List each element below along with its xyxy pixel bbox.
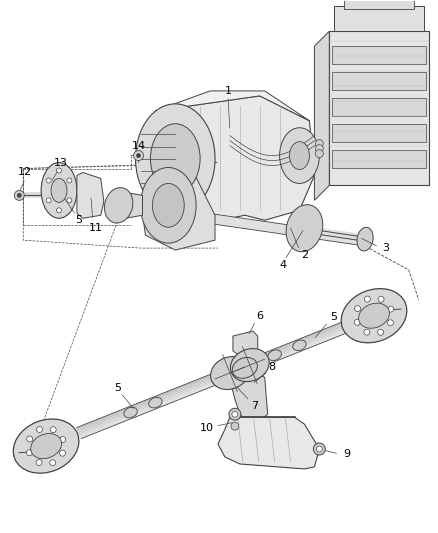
Polygon shape — [118, 200, 360, 245]
Circle shape — [14, 190, 24, 200]
Ellipse shape — [141, 167, 196, 243]
Polygon shape — [141, 175, 215, 250]
Bar — [332, 98, 426, 116]
Polygon shape — [155, 91, 309, 121]
Circle shape — [27, 450, 32, 456]
Ellipse shape — [293, 340, 306, 351]
Bar — [41, 188, 59, 195]
Polygon shape — [119, 192, 142, 218]
Text: 12: 12 — [18, 167, 32, 177]
Ellipse shape — [41, 163, 77, 218]
Text: 2: 2 — [301, 250, 308, 260]
Circle shape — [364, 296, 371, 302]
Circle shape — [355, 305, 360, 312]
Bar — [332, 72, 426, 90]
Circle shape — [27, 436, 33, 442]
Circle shape — [364, 329, 370, 335]
Ellipse shape — [211, 357, 249, 390]
Circle shape — [67, 178, 72, 183]
Text: 8: 8 — [268, 362, 275, 373]
Ellipse shape — [218, 357, 252, 385]
Ellipse shape — [286, 205, 323, 252]
Text: 5: 5 — [330, 312, 337, 322]
Polygon shape — [77, 173, 104, 218]
Ellipse shape — [104, 188, 133, 223]
Circle shape — [50, 460, 56, 466]
Bar — [344, 0, 414, 10]
Text: 3: 3 — [382, 243, 389, 253]
Circle shape — [137, 154, 141, 158]
Ellipse shape — [279, 128, 319, 183]
Circle shape — [232, 411, 238, 417]
Ellipse shape — [357, 227, 373, 251]
Text: 5: 5 — [75, 215, 82, 225]
Circle shape — [315, 144, 323, 152]
Ellipse shape — [230, 349, 269, 382]
Text: 5: 5 — [114, 383, 121, 393]
Circle shape — [36, 459, 42, 465]
Text: 9: 9 — [344, 449, 351, 459]
Circle shape — [60, 437, 66, 442]
Circle shape — [315, 140, 323, 148]
Circle shape — [314, 443, 325, 455]
Circle shape — [315, 150, 323, 158]
Ellipse shape — [13, 419, 79, 473]
Ellipse shape — [150, 124, 200, 193]
Circle shape — [17, 193, 21, 197]
Circle shape — [134, 151, 144, 160]
Circle shape — [67, 198, 72, 203]
Ellipse shape — [124, 407, 137, 418]
Circle shape — [354, 319, 360, 325]
Ellipse shape — [359, 303, 389, 328]
Bar — [334, 6, 424, 31]
Bar — [332, 124, 426, 142]
Text: 7: 7 — [251, 401, 258, 411]
Polygon shape — [230, 372, 268, 419]
Ellipse shape — [152, 183, 184, 227]
Bar — [332, 150, 426, 167]
Ellipse shape — [148, 397, 162, 408]
Circle shape — [388, 320, 393, 326]
Circle shape — [57, 208, 61, 213]
Circle shape — [50, 427, 56, 433]
Circle shape — [57, 168, 61, 173]
Text: 10: 10 — [200, 423, 214, 433]
Circle shape — [229, 408, 241, 420]
Text: 4: 4 — [279, 260, 286, 270]
Ellipse shape — [232, 358, 258, 378]
Polygon shape — [218, 417, 319, 469]
Polygon shape — [314, 31, 329, 200]
Circle shape — [316, 446, 322, 452]
Text: 6: 6 — [256, 311, 263, 321]
Circle shape — [378, 296, 384, 302]
Ellipse shape — [290, 142, 309, 169]
Ellipse shape — [31, 433, 61, 459]
Text: 14: 14 — [131, 141, 145, 151]
Bar — [332, 46, 426, 64]
Circle shape — [231, 422, 239, 430]
Circle shape — [46, 178, 51, 183]
Circle shape — [46, 198, 51, 203]
Circle shape — [378, 329, 384, 335]
Ellipse shape — [135, 104, 215, 213]
Text: 11: 11 — [89, 223, 103, 233]
Text: 13: 13 — [54, 158, 68, 167]
Text: 1: 1 — [224, 86, 231, 96]
Polygon shape — [145, 96, 314, 220]
Polygon shape — [233, 331, 258, 362]
Ellipse shape — [341, 288, 407, 343]
Circle shape — [36, 426, 42, 432]
Circle shape — [388, 306, 394, 312]
Bar — [329, 31, 429, 185]
Circle shape — [60, 450, 66, 456]
Ellipse shape — [51, 179, 67, 203]
Ellipse shape — [268, 350, 281, 360]
